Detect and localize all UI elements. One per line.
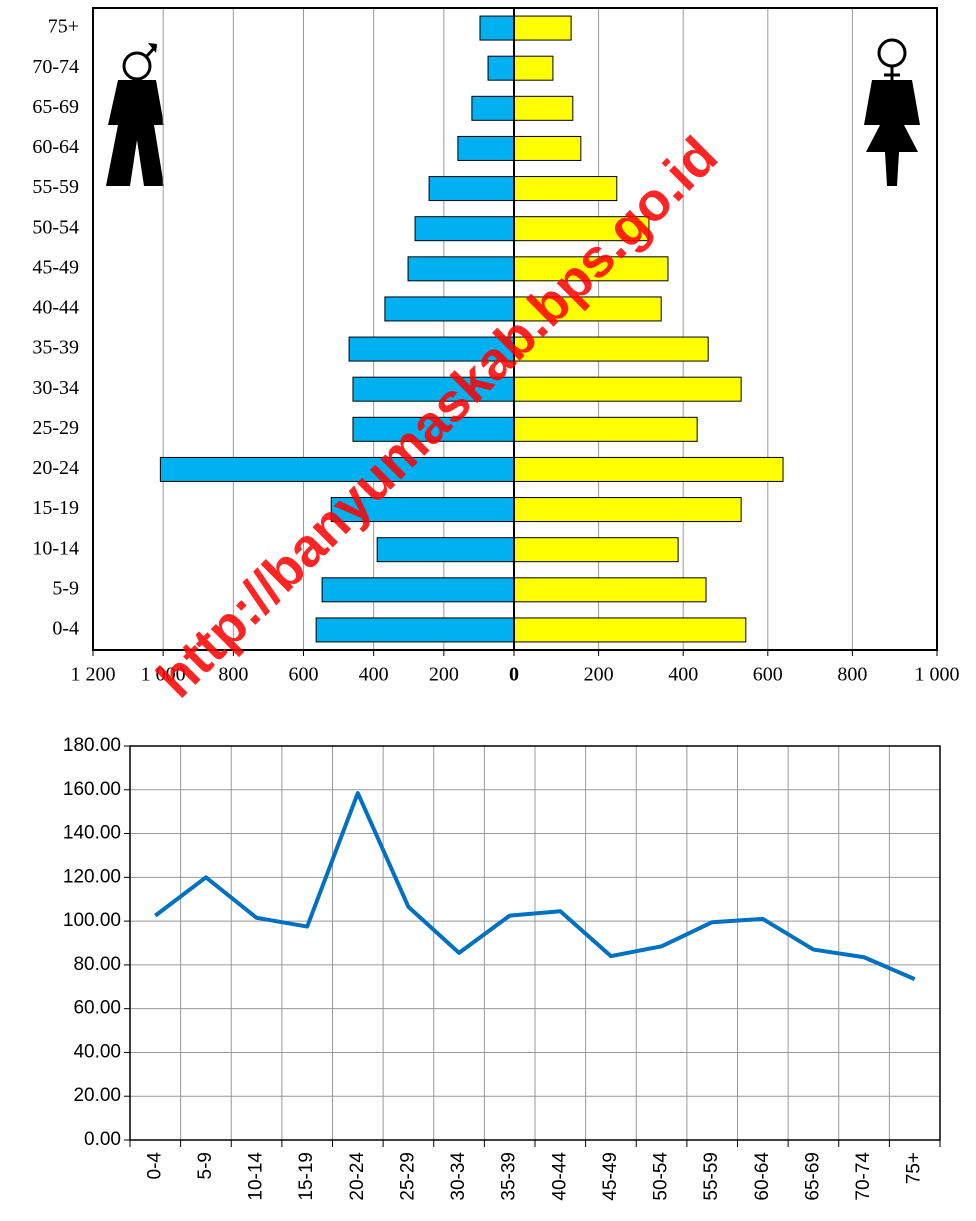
y-tick-label: 5-9 [52,577,79,599]
bar [513,15,572,41]
bar [487,55,515,81]
line [154,791,916,981]
x-tick-label: 600 [753,664,783,686]
x-tick-label: 50-54 [651,1152,672,1201]
bar [513,537,679,563]
y-tick-label: 100.00 [63,910,121,931]
bar [315,617,515,643]
x-tick-label: 70-74 [853,1152,874,1201]
x-tick-label: 400 [668,664,698,686]
x-tick-label: 1 000 [141,664,186,686]
x-tick-label: 800 [218,664,248,686]
y-tick-label: 160.00 [63,779,121,800]
y-tick-label: 80.00 [73,954,121,975]
x-tick-label: 5-9 [195,1152,216,1179]
female-icon [864,38,920,186]
plot-border [92,7,938,651]
y-tick-label: 45-49 [32,256,79,278]
x-tick-label: 800 [837,664,867,686]
x-tick-label: 20-24 [347,1152,368,1201]
x-tick-label: 0-4 [144,1152,165,1180]
bar [428,176,515,202]
bar [513,296,662,322]
x-tick-label: 40-44 [549,1152,570,1201]
x-tick-label: 1 200 [71,664,116,686]
bar [513,497,742,523]
y-tick-label: 20-24 [32,457,79,479]
x-tick-label: 45-49 [600,1152,621,1201]
plot-border [129,745,941,1141]
bar [407,256,515,282]
x-tick-label: 10-14 [246,1152,267,1201]
male-icon [106,43,164,186]
y-tick-label: 120.00 [63,866,121,887]
y-tick-label: 60.00 [73,998,121,1019]
y-tick-label: 15-19 [32,497,79,519]
y-tick-label: 0.00 [84,1129,121,1150]
y-tick-label: 70-74 [32,56,79,78]
y-tick-label: 0-4 [52,618,79,640]
y-tick-label: 40-44 [32,297,79,319]
y-tick-label: 35-39 [32,337,79,359]
y-tick-label: 25-29 [32,417,79,439]
x-tick-label: 75+ [904,1152,925,1184]
y-tick-label: 60-64 [32,136,79,158]
x-tick-label: 30-34 [448,1152,469,1201]
bar [513,456,784,482]
x-tick-label: 25-29 [397,1152,418,1201]
x-tick-label: 600 [289,664,319,686]
y-tick-label: 50-54 [32,216,79,238]
bar [513,176,618,202]
bar [513,416,698,442]
x-tick-label: 200 [584,664,614,686]
bar [513,95,574,121]
bar [479,15,515,41]
y-tick-label: 180.00 [63,735,121,756]
y-tick-label: 55-59 [32,176,79,198]
y-tick-label: 10-14 [32,537,79,559]
bar [513,617,747,643]
bar [513,376,742,402]
bar [330,497,515,523]
bar [513,336,709,362]
x-tick-label: 0 [509,664,519,686]
x-tick-label: 15-19 [296,1152,317,1201]
bar [376,537,515,563]
bar [321,577,515,603]
bar [513,256,669,282]
x-tick-label: 1 000 [915,664,960,686]
y-tick-label: 30-34 [32,377,79,399]
bar [513,577,707,603]
x-tick-label: 200 [429,664,459,686]
bar [513,135,582,161]
y-tick-label: 40.00 [73,1041,121,1062]
x-tick-label: 60-64 [752,1152,773,1201]
x-tick-label: 400 [359,664,389,686]
y-tick-label: 20.00 [73,1085,121,1106]
bar [471,95,515,121]
y-tick-label: 65-69 [32,96,79,118]
x-tick-label: 55-59 [701,1152,722,1201]
bar [352,376,515,402]
bar [513,216,650,242]
bar [457,135,515,161]
x-tick-label: 35-39 [499,1152,520,1201]
x-tick-label: 65-69 [802,1152,823,1201]
y-tick-label: 75+ [48,16,79,38]
bar [414,216,515,242]
y-tick-label: 140.00 [63,823,121,844]
bar [513,55,554,81]
